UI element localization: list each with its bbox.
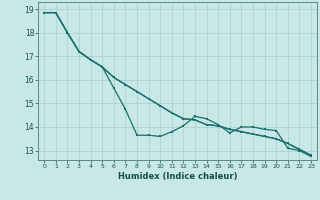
X-axis label: Humidex (Indice chaleur): Humidex (Indice chaleur)	[118, 172, 237, 181]
